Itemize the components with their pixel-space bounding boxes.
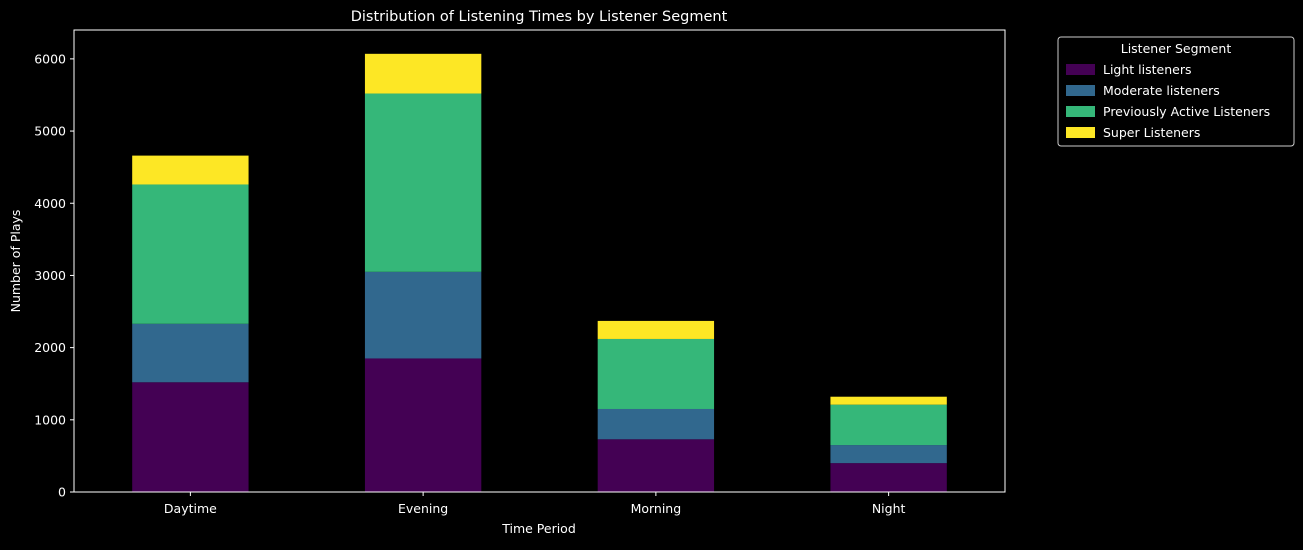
legend-swatch xyxy=(1066,85,1095,96)
bar-night-series-2 xyxy=(830,404,947,446)
legend: Listener Segment Light listeners Moderate… xyxy=(1057,36,1295,147)
x-axis: Daytime Evening Morning Night xyxy=(164,492,906,516)
bar-morning-series-3 xyxy=(597,320,715,339)
chart-title: Distribution of Listening Times by Liste… xyxy=(351,9,728,25)
bar-night-series-0 xyxy=(830,463,947,492)
legend-swatch xyxy=(1066,127,1095,138)
y-tick-label: 3000 xyxy=(34,268,66,283)
y-axis-label: Number of Plays xyxy=(8,210,23,313)
bar-evening-series-1 xyxy=(364,271,482,359)
x-tick-label: Night xyxy=(872,501,906,516)
y-tick-label: 5000 xyxy=(34,124,66,139)
y-tick-label: 2000 xyxy=(34,340,66,355)
y-tick-label: 6000 xyxy=(34,51,66,66)
legend-entry: Moderate listeners xyxy=(1103,83,1220,98)
bars-group xyxy=(132,53,947,492)
bar-daytime-series-3 xyxy=(132,155,249,185)
x-tick-label: Morning xyxy=(631,501,682,516)
bar-evening-series-3 xyxy=(364,53,482,94)
legend-frame xyxy=(1057,36,1295,147)
y-tick-label: 0 xyxy=(58,485,66,500)
bar-morning-series-1 xyxy=(597,408,715,440)
bar-daytime-series-1 xyxy=(132,323,249,383)
bar-evening-series-2 xyxy=(364,93,482,272)
x-axis-label: Time Period xyxy=(501,521,576,536)
y-axis: 0 1000 2000 3000 4000 5000 6000 xyxy=(34,51,74,500)
legend-entry: Previously Active Listeners xyxy=(1103,104,1270,119)
legend-swatch xyxy=(1066,106,1095,117)
bar-morning-series-0 xyxy=(597,439,715,492)
bar-morning-series-2 xyxy=(597,338,715,409)
legend-items: Light listeners Moderate listeners Previou… xyxy=(1066,62,1270,140)
y-tick-label: 4000 xyxy=(34,196,66,211)
bar-daytime-series-0 xyxy=(132,382,249,492)
bar-evening-series-0 xyxy=(364,358,482,492)
legend-entry: Light listeners xyxy=(1103,62,1191,77)
bar-daytime-series-2 xyxy=(132,184,249,324)
plot-frame xyxy=(73,29,1006,493)
legend-title: Listener Segment xyxy=(1121,41,1232,56)
x-tick-label: Daytime xyxy=(164,501,217,516)
legend-swatch xyxy=(1066,64,1095,75)
bar-night-series-3 xyxy=(830,396,947,405)
legend-entry: Super Listeners xyxy=(1103,125,1200,140)
bar-night-series-1 xyxy=(830,445,947,464)
y-tick-label: 1000 xyxy=(34,412,66,427)
x-tick-label: Evening xyxy=(398,501,448,516)
